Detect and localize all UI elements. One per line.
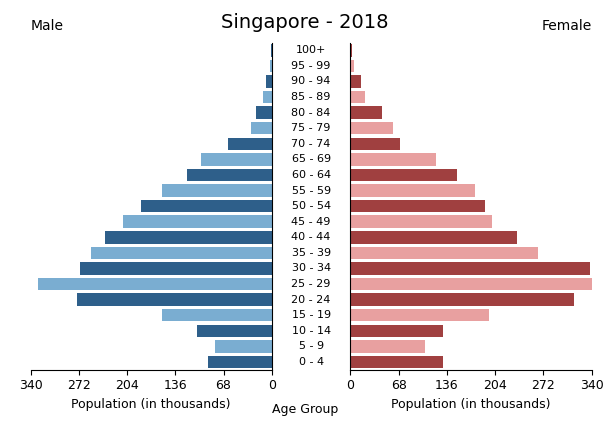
Bar xyxy=(350,293,574,306)
Text: 15 - 19: 15 - 19 xyxy=(292,310,331,320)
Text: Male: Male xyxy=(30,19,63,33)
Text: 90 - 94: 90 - 94 xyxy=(292,76,331,86)
Bar xyxy=(350,169,457,181)
Bar xyxy=(350,231,517,244)
Bar xyxy=(350,153,436,166)
Bar xyxy=(208,356,272,368)
Bar xyxy=(266,75,272,88)
Bar xyxy=(350,138,400,150)
Bar xyxy=(350,184,475,197)
Bar xyxy=(350,215,492,228)
Text: 70 - 74: 70 - 74 xyxy=(292,139,331,149)
Text: 5 - 9: 5 - 9 xyxy=(298,341,324,351)
Bar xyxy=(350,200,485,212)
Bar xyxy=(105,231,272,244)
Text: 40 - 44: 40 - 44 xyxy=(292,232,331,242)
Bar xyxy=(80,262,272,275)
Text: 80 - 84: 80 - 84 xyxy=(292,108,331,118)
Text: 75 - 79: 75 - 79 xyxy=(292,123,331,133)
Text: 100+: 100+ xyxy=(296,45,326,55)
Bar xyxy=(270,60,272,72)
Text: 10 - 14: 10 - 14 xyxy=(292,326,331,336)
X-axis label: Population (in thousands): Population (in thousands) xyxy=(71,398,231,411)
Bar xyxy=(350,44,352,57)
Bar xyxy=(187,169,272,181)
Bar xyxy=(350,60,354,72)
Text: 30 - 34: 30 - 34 xyxy=(292,264,331,273)
Text: 20 - 24: 20 - 24 xyxy=(292,295,331,305)
Text: 25 - 29: 25 - 29 xyxy=(292,279,331,289)
Text: 0 - 4: 0 - 4 xyxy=(298,357,324,367)
Text: 35 - 39: 35 - 39 xyxy=(292,248,331,258)
Bar xyxy=(350,278,593,290)
Text: 55 - 59: 55 - 59 xyxy=(292,186,331,196)
Text: Age Group: Age Group xyxy=(272,403,338,416)
Bar xyxy=(262,91,272,103)
Bar xyxy=(251,122,272,134)
Bar xyxy=(123,215,272,228)
Text: 95 - 99: 95 - 99 xyxy=(292,61,331,71)
Bar xyxy=(140,200,272,212)
Bar xyxy=(228,138,272,150)
Text: 50 - 54: 50 - 54 xyxy=(292,201,331,211)
Bar xyxy=(350,340,425,353)
Bar xyxy=(350,122,393,134)
Bar xyxy=(256,106,272,119)
Text: 65 - 69: 65 - 69 xyxy=(292,154,331,164)
Bar xyxy=(350,262,590,275)
Text: 45 - 49: 45 - 49 xyxy=(292,217,331,227)
Bar xyxy=(91,246,272,259)
Text: 60 - 64: 60 - 64 xyxy=(292,170,331,180)
Bar xyxy=(350,246,539,259)
Text: Singapore - 2018: Singapore - 2018 xyxy=(221,13,389,32)
Bar xyxy=(350,91,365,103)
Bar xyxy=(350,325,443,337)
Text: 85 - 89: 85 - 89 xyxy=(292,92,331,102)
X-axis label: Population (in thousands): Population (in thousands) xyxy=(391,398,551,411)
Bar xyxy=(162,309,272,321)
Bar xyxy=(38,278,272,290)
Bar xyxy=(201,153,272,166)
Text: Female: Female xyxy=(542,19,592,33)
Bar xyxy=(162,184,272,197)
Bar xyxy=(197,325,272,337)
Bar xyxy=(350,75,361,88)
Bar xyxy=(350,356,443,368)
Bar xyxy=(215,340,272,353)
Bar xyxy=(350,309,489,321)
Bar xyxy=(77,293,272,306)
Bar xyxy=(271,44,272,57)
Bar xyxy=(350,106,382,119)
